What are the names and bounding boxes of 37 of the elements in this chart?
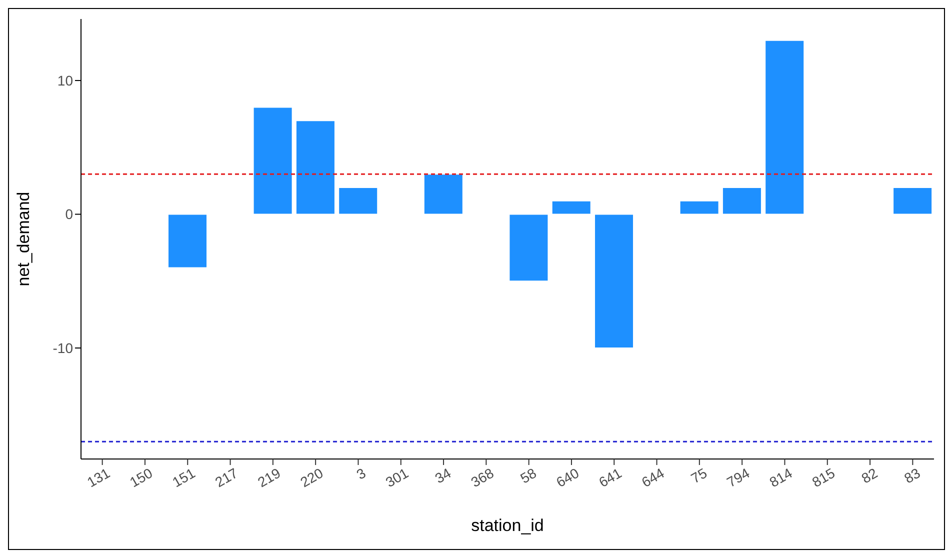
- bar: [423, 174, 464, 215]
- x-tick-label: 815: [809, 464, 838, 490]
- y-tick-label: -10: [52, 340, 74, 356]
- bar: [168, 214, 208, 268]
- bar: [892, 187, 933, 215]
- x-tick-label: 794: [724, 464, 752, 490]
- x-tick-label: 82: [858, 464, 880, 486]
- bar: [252, 106, 293, 215]
- bar: [551, 200, 592, 215]
- bar: [679, 200, 720, 215]
- bar: [722, 187, 762, 215]
- y-tick-label: 0: [65, 206, 74, 222]
- bar: [508, 214, 549, 282]
- x-tick-label: 75: [688, 464, 710, 486]
- y-tick-label: 10: [57, 72, 74, 88]
- x-tick-label: 641: [596, 464, 624, 490]
- bar: [594, 214, 634, 348]
- x-tick-label: 301: [382, 464, 412, 490]
- x-tick-label: 219: [254, 464, 284, 490]
- x-tick-label: 644: [638, 464, 668, 490]
- bar: [764, 40, 805, 215]
- x-tick-label: 58: [517, 464, 540, 486]
- x-tick-label: 151: [170, 464, 198, 490]
- x-tick-label: 814: [766, 464, 796, 490]
- x-tick-label: 217: [212, 464, 241, 490]
- x-axis-title: station_id: [471, 516, 544, 535]
- x-tick-label: 34: [432, 464, 454, 486]
- bar: [295, 120, 336, 215]
- x-tick-label: 640: [553, 464, 582, 490]
- x-tick-label: 3: [354, 464, 369, 482]
- x-tick-label: 150: [126, 464, 156, 490]
- x-tick-label: 220: [298, 464, 326, 490]
- y-axis-title: net_demand: [14, 192, 34, 286]
- bar: [338, 187, 378, 215]
- x-tick-label: 368: [468, 464, 497, 490]
- x-tick-label: 83: [901, 464, 924, 486]
- x-tick-label: 131: [84, 464, 113, 490]
